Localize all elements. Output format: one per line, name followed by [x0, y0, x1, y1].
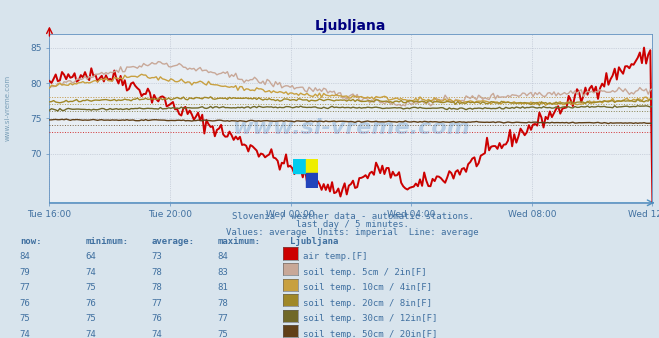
- Text: soil temp. 20cm / 8in[F]: soil temp. 20cm / 8in[F]: [303, 299, 432, 308]
- Text: 73: 73: [152, 252, 162, 261]
- Text: 76: 76: [20, 299, 30, 308]
- Text: 83: 83: [217, 268, 228, 277]
- Text: 78: 78: [152, 268, 162, 277]
- Text: Ljubljana: Ljubljana: [290, 237, 338, 246]
- Text: soil temp. 5cm / 2in[F]: soil temp. 5cm / 2in[F]: [303, 268, 427, 277]
- Text: 74: 74: [86, 330, 96, 338]
- Text: 84: 84: [217, 252, 228, 261]
- Text: 75: 75: [86, 314, 96, 323]
- Text: 81: 81: [217, 283, 228, 292]
- Text: 76: 76: [86, 299, 96, 308]
- Text: 75: 75: [86, 283, 96, 292]
- Text: maximum:: maximum:: [217, 237, 260, 246]
- Bar: [306, 173, 318, 188]
- Text: Values: average  Units: imperial  Line: average: Values: average Units: imperial Line: av…: [226, 228, 479, 237]
- Bar: [306, 159, 318, 173]
- Text: soil temp. 50cm / 20in[F]: soil temp. 50cm / 20in[F]: [303, 330, 438, 338]
- Text: 64: 64: [86, 252, 96, 261]
- Title: Ljubljana: Ljubljana: [315, 19, 387, 33]
- Text: 74: 74: [20, 330, 30, 338]
- Text: 75: 75: [20, 314, 30, 323]
- Text: 75: 75: [217, 330, 228, 338]
- Text: 76: 76: [152, 314, 162, 323]
- Text: www.si-vreme.com: www.si-vreme.com: [232, 118, 470, 139]
- Text: last day / 5 minutes.: last day / 5 minutes.: [296, 220, 409, 229]
- Text: 77: 77: [20, 283, 30, 292]
- Text: soil temp. 10cm / 4in[F]: soil temp. 10cm / 4in[F]: [303, 283, 432, 292]
- Text: minimum:: minimum:: [86, 237, 129, 246]
- Text: 84: 84: [20, 252, 30, 261]
- Text: average:: average:: [152, 237, 194, 246]
- Text: 78: 78: [152, 283, 162, 292]
- Text: 77: 77: [152, 299, 162, 308]
- Text: 74: 74: [86, 268, 96, 277]
- Text: 78: 78: [217, 299, 228, 308]
- Text: www.si-vreme.com: www.si-vreme.com: [5, 75, 11, 141]
- Text: air temp.[F]: air temp.[F]: [303, 252, 368, 261]
- Text: 74: 74: [152, 330, 162, 338]
- Text: now:: now:: [20, 237, 42, 246]
- Text: 79: 79: [20, 268, 30, 277]
- Text: 77: 77: [217, 314, 228, 323]
- Text: soil temp. 30cm / 12in[F]: soil temp. 30cm / 12in[F]: [303, 314, 438, 323]
- Text: Slovenia / weather data - automatic stations.: Slovenia / weather data - automatic stat…: [231, 211, 474, 220]
- Bar: [293, 159, 306, 173]
